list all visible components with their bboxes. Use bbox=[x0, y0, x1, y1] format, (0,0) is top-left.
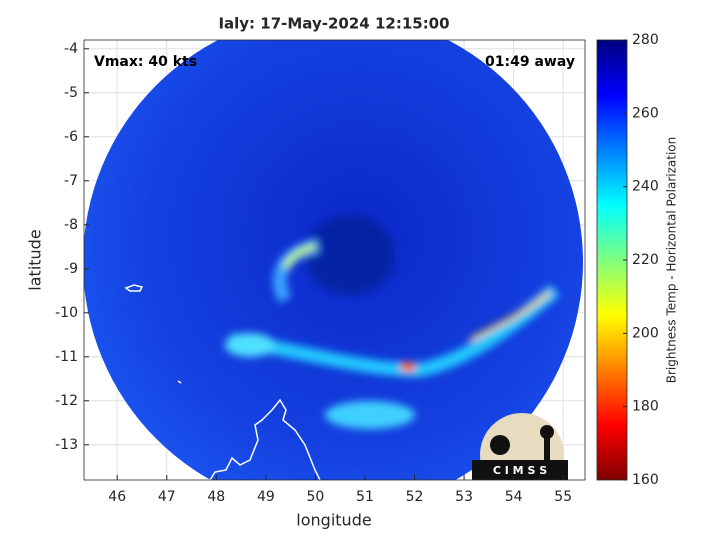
plot-frame bbox=[83, 39, 586, 481]
colorbar-tick-label: 260 bbox=[632, 105, 659, 121]
y-tick-label: -10 bbox=[55, 305, 78, 321]
logo: C I M S S bbox=[472, 413, 568, 480]
colorbar-tick-label: 240 bbox=[632, 179, 659, 195]
colorbar-tick-label: 200 bbox=[632, 325, 659, 341]
colorbar-tick-label: 180 bbox=[632, 399, 659, 415]
y-tick-label: -6 bbox=[64, 129, 78, 145]
y-tick-label: -7 bbox=[64, 173, 78, 189]
x-tick-label: 54 bbox=[505, 489, 523, 505]
x-axis-label: longitude bbox=[296, 511, 371, 530]
x-tick-label: 53 bbox=[455, 489, 473, 505]
time-away-label: 01:49 away bbox=[485, 54, 575, 70]
x-tick-label: 46 bbox=[108, 489, 126, 505]
y-axis-label: latitude bbox=[26, 229, 45, 290]
x-tick-label: 49 bbox=[257, 489, 275, 505]
satellite-image: C I M S S bbox=[84, 40, 583, 480]
coastline bbox=[124, 284, 321, 480]
rain-bands bbox=[225, 215, 560, 429]
x-tick-label: 50 bbox=[307, 489, 325, 505]
y-tick-label: -11 bbox=[55, 349, 78, 365]
colorbar-tick-label: 160 bbox=[632, 472, 659, 488]
vmax-label: Vmax: 40 kts bbox=[94, 54, 197, 70]
colorbar bbox=[596, 39, 628, 481]
x-tick-label: 52 bbox=[406, 489, 424, 505]
x-tick-label: 47 bbox=[158, 489, 176, 505]
y-tick-label: -12 bbox=[55, 393, 78, 409]
x-tick-label: 55 bbox=[554, 489, 572, 505]
y-tick-label: -13 bbox=[55, 437, 78, 453]
y-tick-label: -9 bbox=[64, 261, 78, 277]
y-tick-label: -8 bbox=[64, 217, 78, 233]
colorbar-tick-label: 220 bbox=[632, 252, 659, 268]
y-tick-label: -4 bbox=[64, 41, 78, 57]
logo-text: C I M S S bbox=[493, 464, 547, 477]
title: Ialy: 17-May-2024 12:15:00 bbox=[218, 15, 449, 33]
x-tick-label: 48 bbox=[207, 489, 225, 505]
colorbar-tick-label: 280 bbox=[632, 32, 659, 48]
x-tick-label: 51 bbox=[356, 489, 374, 505]
colorbar-label: Brightness Temp - Horizontal Polarizatio… bbox=[665, 137, 679, 384]
y-tick-label: -5 bbox=[64, 85, 78, 101]
